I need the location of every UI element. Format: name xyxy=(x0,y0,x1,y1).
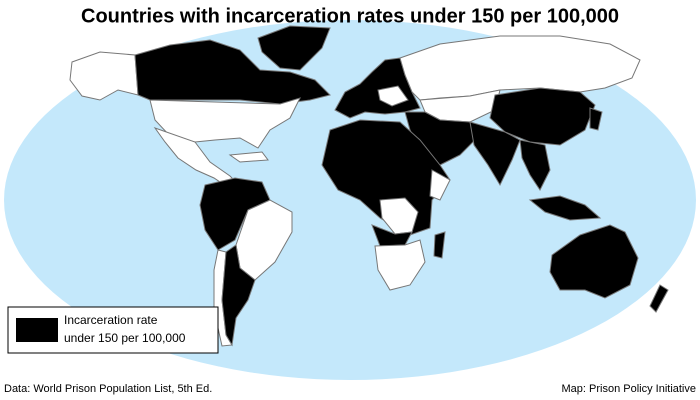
country xyxy=(528,195,602,221)
legend: Incarceration rate under 150 per 100,000 xyxy=(7,306,219,354)
country xyxy=(374,239,426,291)
map-title: Countries with incarceration rates under… xyxy=(81,5,619,27)
country xyxy=(321,119,451,236)
country xyxy=(134,39,331,105)
land xyxy=(69,25,669,347)
country xyxy=(589,107,603,131)
country xyxy=(429,169,451,201)
country xyxy=(257,25,331,71)
country xyxy=(69,51,139,101)
country xyxy=(469,121,521,187)
legend-label: under 150 per 100,000 xyxy=(64,331,186,345)
credit-note: Map: Prison Policy Initiative xyxy=(562,383,697,395)
legend-swatch xyxy=(16,318,58,342)
source-note: Data: World Prison Population List, 5th … xyxy=(4,383,212,395)
country xyxy=(377,85,409,107)
country xyxy=(433,231,446,259)
country xyxy=(199,177,271,251)
legend-label: Incarceration rate xyxy=(64,313,158,327)
country xyxy=(371,224,413,247)
country xyxy=(519,139,551,191)
country xyxy=(649,284,669,313)
country xyxy=(221,244,256,347)
country xyxy=(228,151,269,163)
country xyxy=(489,87,596,146)
country xyxy=(549,224,639,299)
